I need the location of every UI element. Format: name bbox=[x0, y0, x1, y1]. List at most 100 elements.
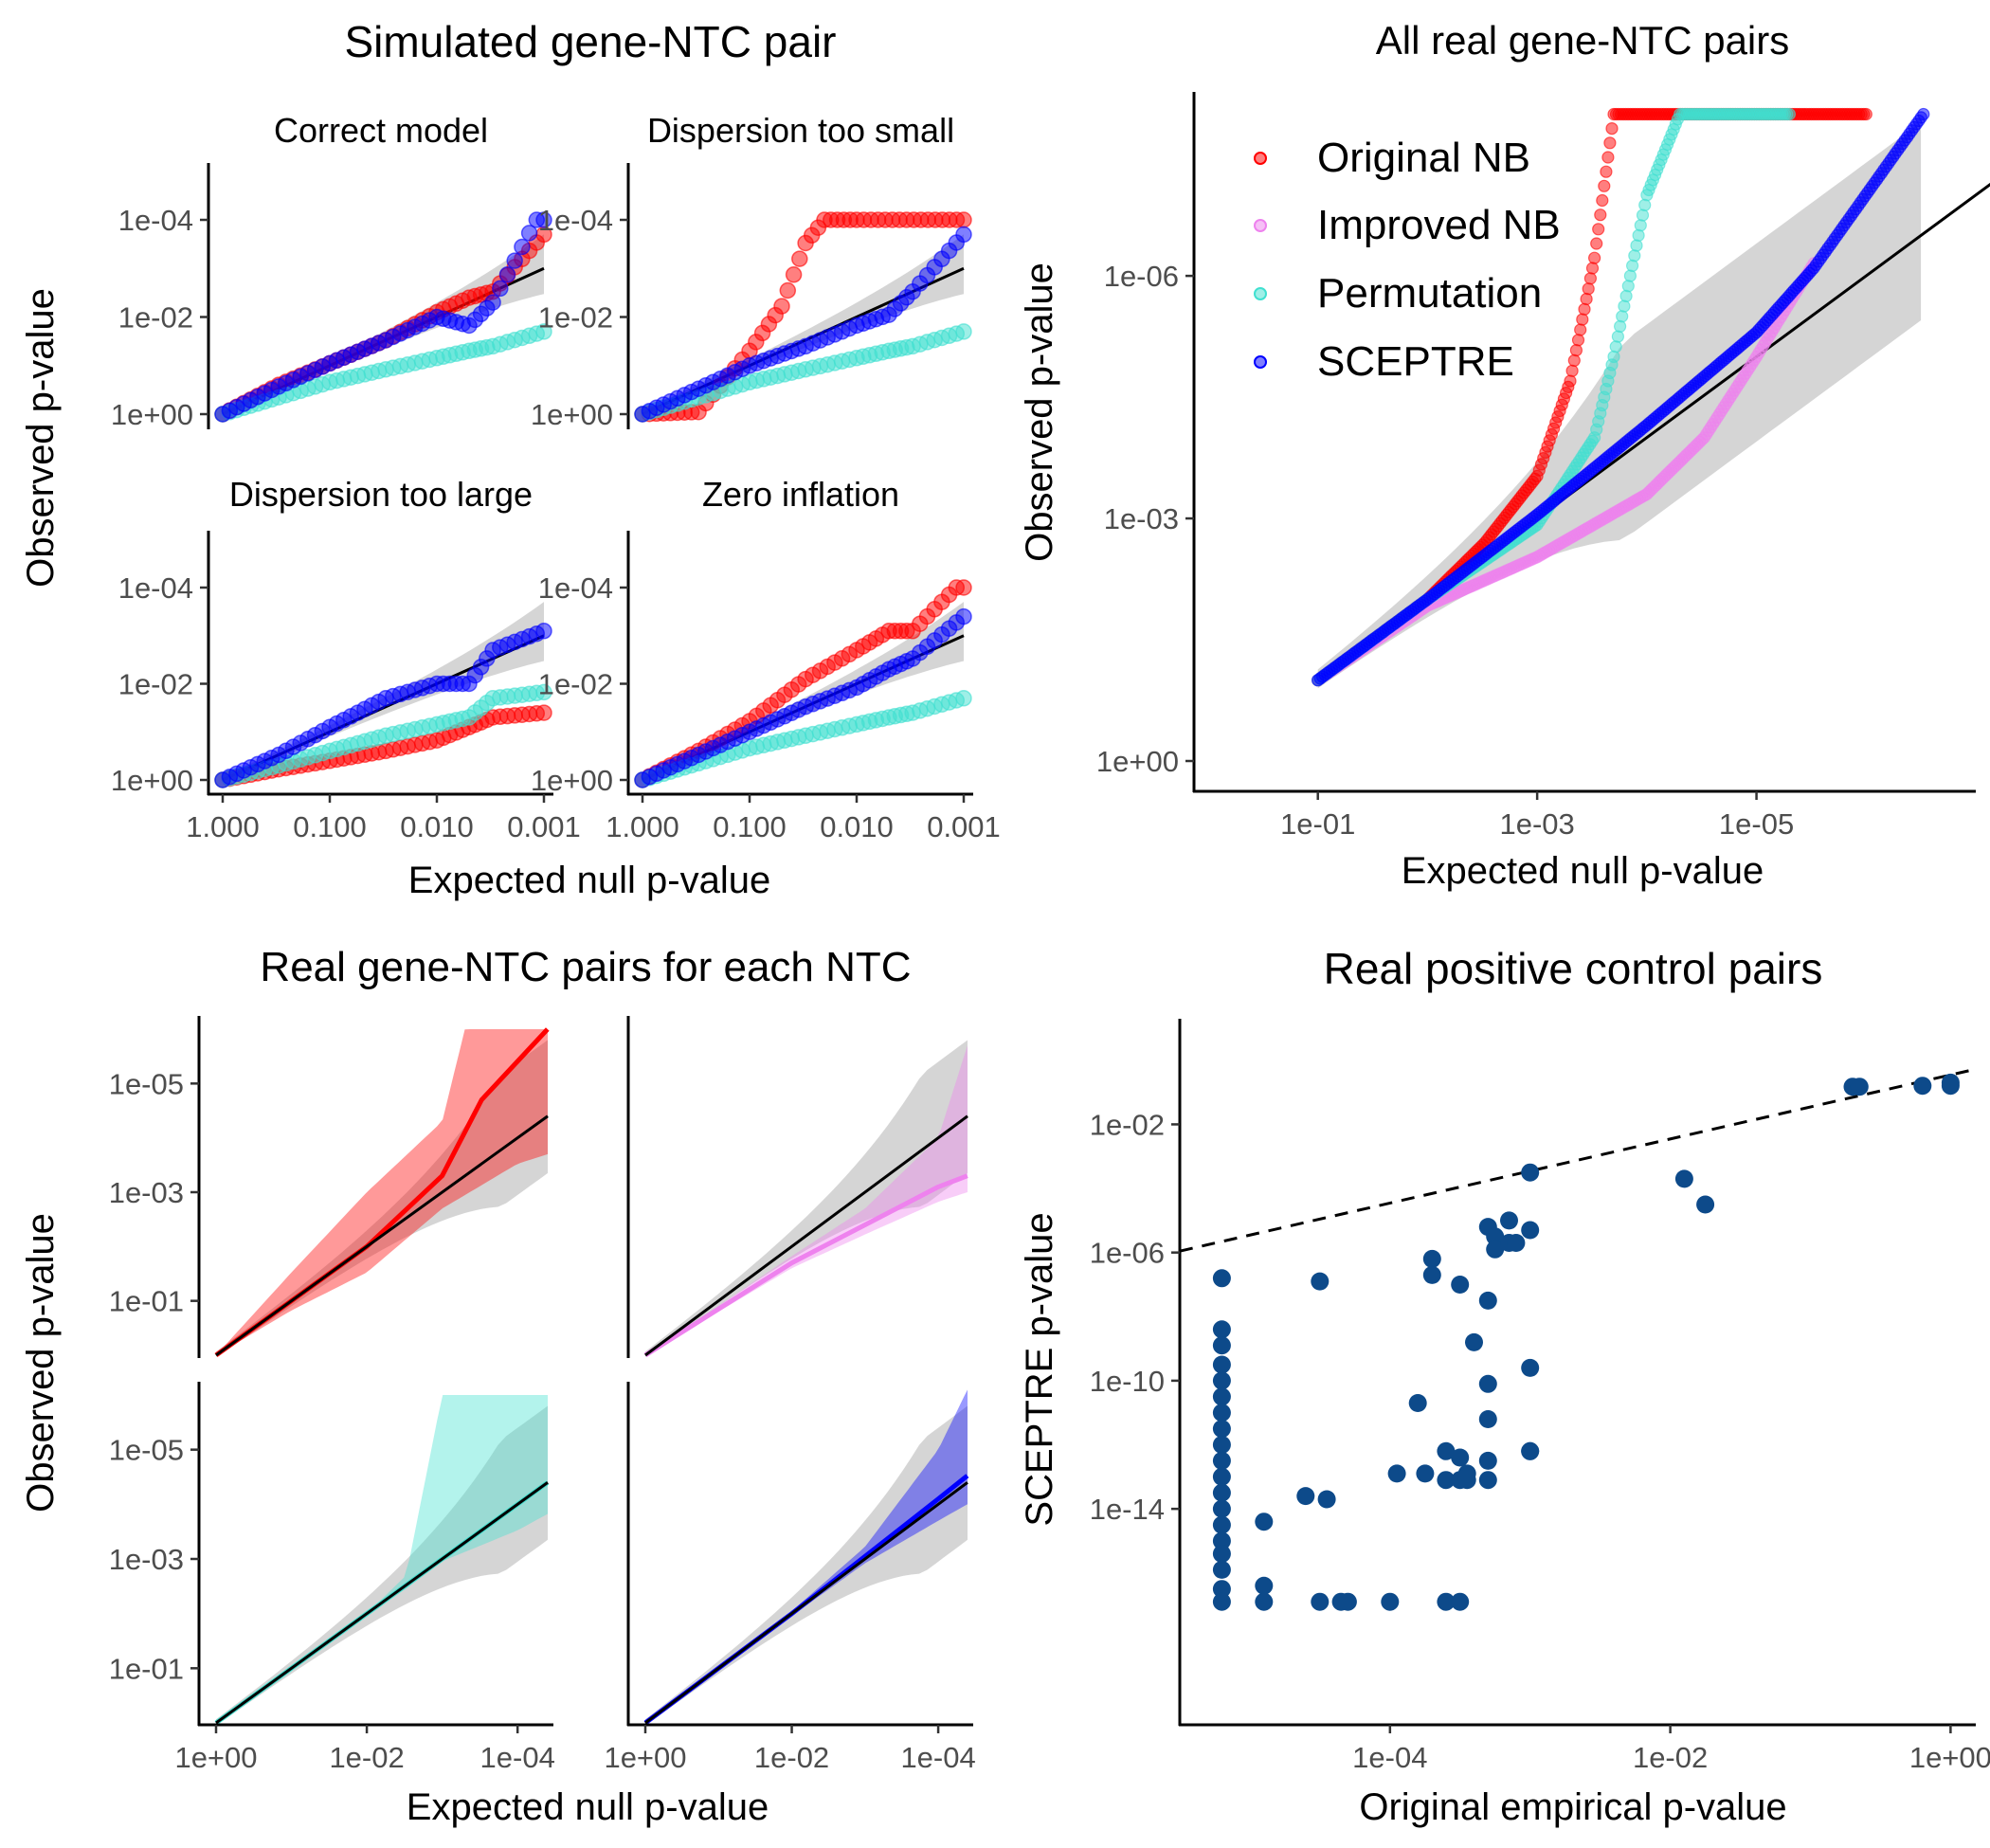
positive-control-point bbox=[1311, 1272, 1330, 1291]
per-ntc-x-tick-label: 1e+00 bbox=[604, 1741, 686, 1774]
per-ntc-y-tick-label: 1e-01 bbox=[109, 1652, 184, 1685]
positive-control-point bbox=[1422, 1265, 1441, 1284]
all-real-point-original_nb bbox=[1605, 122, 1619, 136]
simulated-point-sceptre bbox=[520, 225, 538, 242]
simulated-y-tick-label: 1e+00 bbox=[111, 398, 193, 431]
positive-control-point bbox=[1212, 1592, 1231, 1611]
simulated-x-tick-label: 0.001 bbox=[507, 810, 581, 843]
positive-control-y-axis-label: SCEPTRE p-value bbox=[1019, 1212, 1060, 1526]
positive-control-point bbox=[1408, 1394, 1427, 1412]
all-real-point-permutation bbox=[1613, 319, 1627, 333]
positive-control-point bbox=[1500, 1211, 1518, 1230]
all-real-panel: 1e+00 1e-03 1e-06 1e-01 1e-03 1e-05 bbox=[1096, 92, 1990, 841]
all-real-point-original_nb bbox=[1587, 251, 1601, 264]
simulated-point-original_nb bbox=[779, 281, 797, 299]
all-real-point-original_nb bbox=[1576, 313, 1589, 326]
all-real-point-permutation bbox=[1630, 239, 1643, 252]
simulated-point-original_nb bbox=[955, 211, 972, 228]
positive-control-point bbox=[1212, 1436, 1231, 1454]
positive-control-point bbox=[1311, 1592, 1330, 1611]
positive-control-title: Real positive control pairs bbox=[1324, 944, 1823, 993]
all-real-null-band bbox=[1317, 122, 1922, 689]
legend-key-original-nb bbox=[1254, 152, 1267, 165]
simulated-y-axis-label: Observed p-value bbox=[20, 288, 62, 588]
all-real-point-permutation bbox=[1621, 280, 1635, 293]
all-real-point-original_nb bbox=[1585, 262, 1600, 275]
simulated-point-permutation bbox=[955, 323, 972, 340]
positive-control-point bbox=[1212, 1483, 1231, 1502]
simulated-point-sceptre bbox=[514, 238, 531, 256]
all-real-x-tick-label: 1e-05 bbox=[1719, 807, 1794, 841]
per-ntc-x-tick-label: 1e+00 bbox=[174, 1741, 257, 1774]
positive-control-point bbox=[1212, 1336, 1231, 1355]
simulated-point-sceptre bbox=[484, 294, 501, 311]
positive-control-x-tick-label: 1e+00 bbox=[1909, 1741, 1990, 1774]
all-real-point-original_nb bbox=[1596, 193, 1609, 208]
positive-control-reference-line bbox=[1179, 1067, 1976, 1253]
all-real-point-permutation bbox=[1619, 289, 1633, 302]
positive-control-point bbox=[1437, 1592, 1456, 1611]
legend-key-improved-nb bbox=[1254, 219, 1267, 232]
positive-control-point bbox=[1212, 1560, 1231, 1579]
all-real-point-original_nb bbox=[1567, 353, 1581, 367]
facet-label-dispersion-too-small: Dispersion too small bbox=[647, 111, 954, 150]
per-ntc-reference-line bbox=[215, 1481, 549, 1725]
simulated-facet: 1e+00 1e-02 1e-04 bbox=[111, 163, 552, 431]
positive-control-point bbox=[1212, 1420, 1231, 1439]
simulated-facet: 1e+00 1e-02 1e-04 1.000 0.100 0.010 0.001 bbox=[111, 531, 581, 843]
all-real-point-permutation bbox=[1632, 228, 1645, 242]
all-real-point-original_nb bbox=[1598, 179, 1611, 192]
simulated-x-tick-label: 0.001 bbox=[927, 810, 1001, 843]
legend-label-permutation: Permutation bbox=[1317, 270, 1542, 317]
legend-label-improved-nb: Improved NB bbox=[1317, 202, 1561, 248]
all-real-point-original_nb bbox=[1600, 165, 1613, 178]
positive-control-point bbox=[1451, 1276, 1470, 1294]
simulated-point-sceptre bbox=[955, 226, 972, 244]
positive-control-point bbox=[1451, 1448, 1470, 1467]
simulated-point-original_nb bbox=[535, 704, 552, 721]
all-real-y-tick-label: 1e-06 bbox=[1104, 260, 1179, 293]
simulated-y-tick-label: 1e-04 bbox=[118, 571, 193, 605]
all-real-x-axis-label: Expected null p-value bbox=[1402, 850, 1764, 892]
all-real-point-original_nb bbox=[1594, 208, 1607, 222]
positive-control-point bbox=[1212, 1355, 1231, 1374]
per-ntc-y-axis-label: Observed p-value bbox=[20, 1213, 62, 1513]
positive-control-point bbox=[1212, 1467, 1231, 1486]
all-real-y-tick-label: 1e-03 bbox=[1104, 502, 1179, 535]
positive-control-point bbox=[1941, 1073, 1960, 1092]
all-real-point-sceptre bbox=[1917, 107, 1930, 121]
all-real-point-original_nb bbox=[1859, 107, 1872, 121]
positive-control-point bbox=[1674, 1169, 1693, 1188]
simulated-title: Simulated gene-NTC pair bbox=[344, 17, 836, 66]
all-real-point-original_nb bbox=[1564, 374, 1577, 388]
per-ntc-x-tick-label: 1e-04 bbox=[900, 1741, 975, 1774]
all-real-point-permutation bbox=[1618, 299, 1631, 313]
positive-control-point bbox=[1317, 1490, 1336, 1509]
plot-area: 1e+001e-021e-041e+001e-021e-041e+001e-02… bbox=[109, 92, 1990, 1774]
all-real-point-permutation bbox=[1634, 219, 1647, 232]
simulated-y-tick-label: 1e+00 bbox=[531, 398, 613, 431]
simulated-point-sceptre bbox=[535, 211, 552, 228]
simulated-point-original_nb bbox=[785, 266, 803, 283]
all-real-point-original_nb bbox=[1583, 272, 1598, 285]
per-ntc-band-improved_nb bbox=[645, 1045, 968, 1355]
positive-control-point bbox=[1437, 1441, 1456, 1460]
legend-label-sceptre: SCEPTRE bbox=[1317, 338, 1514, 385]
positive-control-y-tick-label: 1e-06 bbox=[1090, 1237, 1165, 1270]
simulated-y-tick-label: 1e+00 bbox=[531, 764, 613, 797]
facet-label-correct-model: Correct model bbox=[274, 111, 488, 150]
positive-control-point bbox=[1521, 1441, 1540, 1460]
all-real-point-original_nb bbox=[1603, 136, 1617, 150]
all-real-point-permutation bbox=[1611, 330, 1625, 343]
simulated-point-original_nb bbox=[791, 250, 808, 267]
simulated-point-sceptre bbox=[492, 280, 509, 298]
positive-control-point bbox=[1255, 1592, 1274, 1611]
simulated-y-tick-label: 1e-04 bbox=[538, 204, 613, 237]
per-ntc-null-band bbox=[645, 1040, 968, 1355]
all-real-x-tick-label: 1e-03 bbox=[1499, 807, 1574, 841]
positive-control-x-tick-label: 1e-02 bbox=[1633, 1741, 1708, 1774]
per-ntc-facet: 1e-01 1e-03 1e-05 1e+00 1e-02 1e-04 bbox=[109, 1382, 555, 1774]
positive-control-point bbox=[1850, 1078, 1869, 1096]
positive-control-point bbox=[1212, 1404, 1231, 1422]
simulated-point-original_nb bbox=[955, 579, 972, 596]
